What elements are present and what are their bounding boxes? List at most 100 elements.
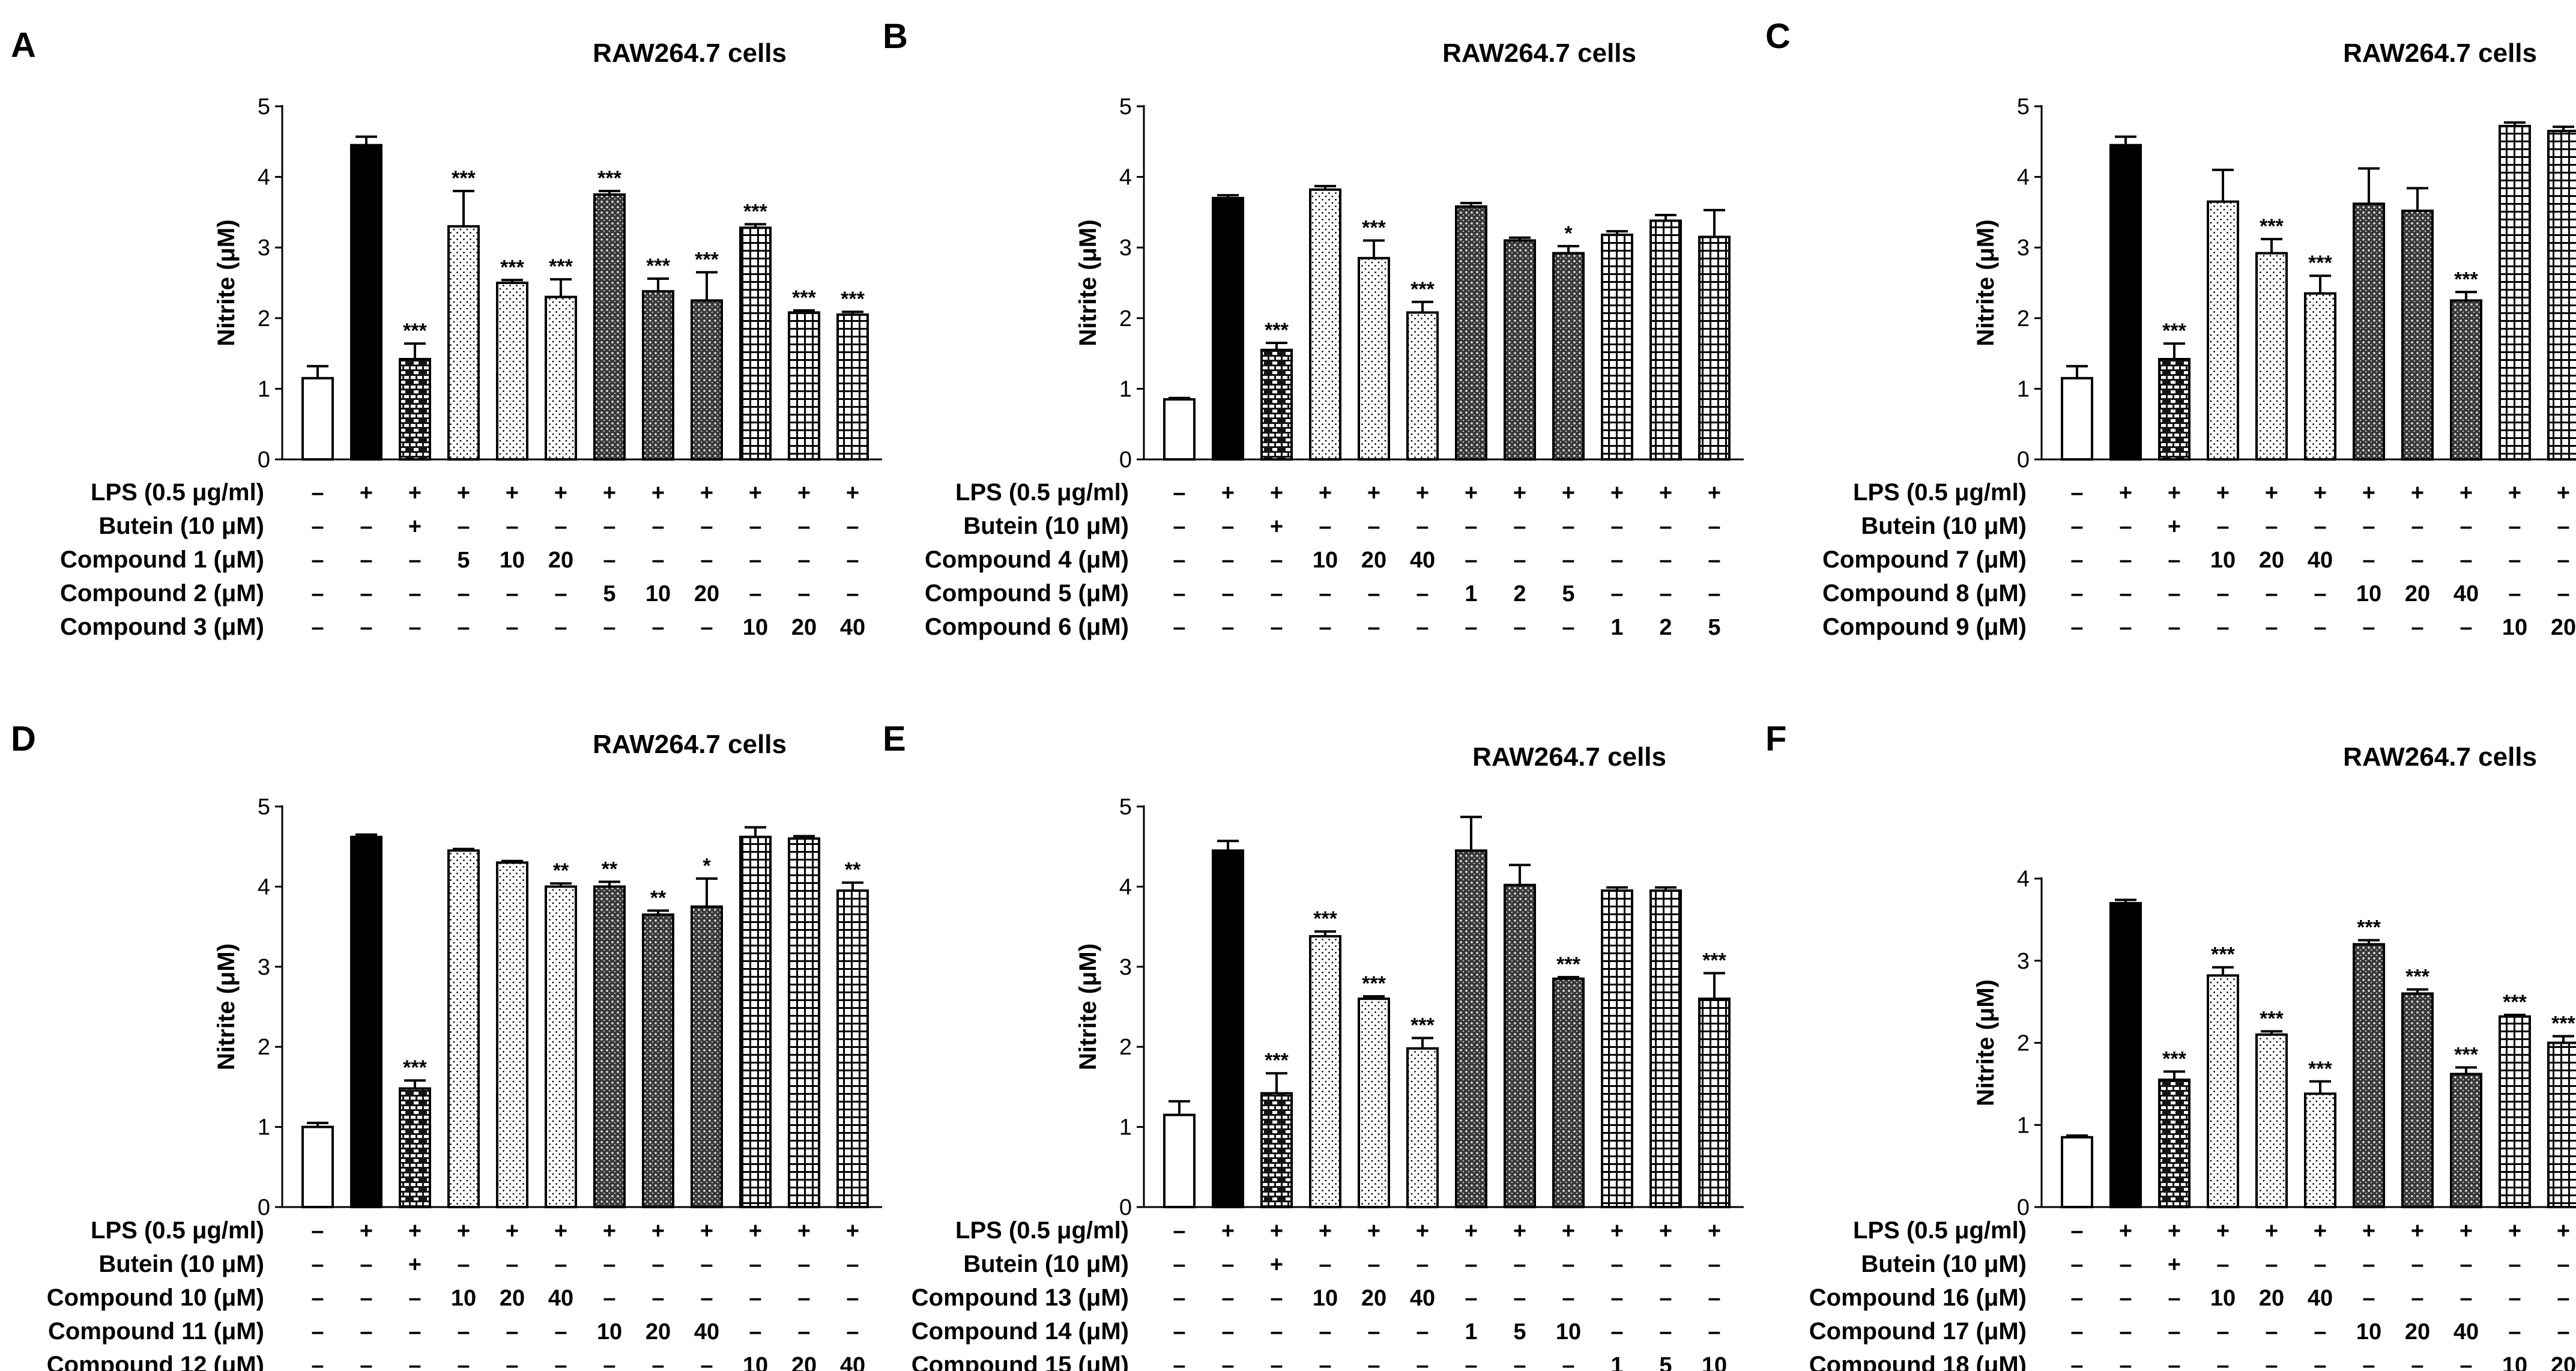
treatment-cell: – (1173, 615, 1185, 640)
y-tick-label: 2 (2017, 1031, 2030, 1056)
treatment-cell: + (1416, 1218, 1429, 1244)
y-tick-label: 3 (2017, 235, 2030, 261)
treatment-cell: – (2557, 548, 2569, 573)
treatment-cell: + (2557, 480, 2570, 506)
treatment-cell: 20 (2551, 1353, 2576, 1371)
treatment-cell: – (1465, 1252, 1477, 1277)
treatment-cell: – (2070, 514, 2083, 539)
treatment-cell: 20 (2405, 581, 2430, 607)
treatment-cell: – (2362, 514, 2375, 539)
treatment-row-label: Compound 3 (μM) (60, 614, 264, 640)
significance-marker: *** (2454, 268, 2478, 291)
bar (301, 1125, 334, 1208)
treatment-row-label: LPS (0.5 μg/ml) (1853, 479, 2027, 506)
treatment-cell: – (797, 581, 810, 607)
treatment-cell: – (1319, 514, 1331, 539)
treatment-cell: + (2168, 1252, 2181, 1277)
treatment-cell: – (2460, 514, 2472, 539)
treatment-cell: – (408, 581, 421, 607)
treatment-cell: – (2411, 1286, 2423, 1311)
treatment-cell: + (603, 480, 616, 506)
bar (1260, 1092, 1293, 1209)
treatment-cell: + (2314, 1218, 2327, 1244)
treatment-cell: – (1416, 514, 1429, 539)
panel-title: RAW264.7 cells (1442, 38, 1636, 68)
bar (2158, 1079, 2191, 1208)
bar (496, 861, 528, 1208)
y-axis-label: Nitrite (μM) (1075, 219, 1101, 346)
treatment-cell: + (1221, 1218, 1235, 1244)
treatment-cell: 40 (2308, 1286, 2333, 1311)
treatment-cell: – (1562, 615, 1574, 640)
treatment-cell: 20 (548, 548, 573, 573)
y-tick-label: 0 (2017, 447, 2030, 473)
y-tick-label: 0 (258, 1195, 270, 1220)
bar (1601, 889, 1633, 1208)
significance-marker: ** (553, 859, 569, 882)
treatment-cell: – (2119, 1319, 2132, 1345)
treatment-cell: – (1610, 548, 1623, 573)
treatment-cell: 10 (597, 1319, 622, 1345)
treatment-row-label: Compound 12 (μM) (47, 1352, 264, 1371)
treatment-cell: + (1319, 480, 1332, 506)
bar (2401, 992, 2434, 1208)
bar (691, 299, 723, 461)
treatment-cell: + (797, 480, 811, 506)
treatment-cell: – (603, 514, 615, 539)
treatment-cell: – (1513, 1353, 1526, 1371)
treatment-cell: + (408, 1218, 422, 1244)
treatment-cell: – (2411, 1353, 2423, 1371)
treatment-cell: – (2508, 1319, 2521, 1345)
treatment-cell: + (457, 1218, 470, 1244)
treatment-cell: – (360, 1252, 372, 1277)
treatment-cell: – (457, 1252, 470, 1277)
y-tick-label: 3 (258, 955, 270, 980)
bar (593, 193, 626, 461)
treatment-cell: – (2314, 1252, 2326, 1277)
treatment-cell: – (1416, 1252, 1429, 1277)
treatment-cell: + (457, 480, 470, 506)
treatment-cell: – (2265, 1319, 2278, 1345)
panel-letter: C (1765, 17, 1791, 56)
treatment-cell: + (2119, 1218, 2132, 1244)
y-tick-label: 0 (1119, 1195, 1132, 1220)
treatment-cell: – (2119, 1353, 2132, 1371)
treatment-cell: – (2216, 1319, 2229, 1345)
treatment-cell: – (2314, 581, 2326, 607)
treatment-cell: – (2070, 1286, 2083, 1311)
treatment-cell: – (749, 1319, 761, 1345)
panel-a: A RAW264.7 cells 0 1 2 3 4 5 Nitrite (μM) *** *** *… (11, 26, 882, 640)
treatment-cell: 2 (1513, 581, 1526, 607)
treatment-cell: – (2460, 1286, 2472, 1311)
treatment-cell: – (2508, 548, 2521, 573)
significance-marker: *** (403, 1056, 427, 1079)
treatment-cell: – (1562, 1353, 1574, 1371)
treatment-cell: + (1221, 480, 1235, 506)
treatment-row-label: Butein (10 μM) (98, 513, 264, 539)
significance-marker: * (703, 855, 711, 877)
treatment-cell: 20 (1361, 548, 1386, 573)
treatment-cell: – (749, 581, 761, 607)
bar (1455, 849, 1487, 1208)
treatment-cell: + (1708, 480, 1721, 506)
treatment-row-label: Compound 4 (μM) (925, 546, 1129, 573)
treatment-cell: – (652, 548, 664, 573)
treatment-cell: 10 (2210, 1286, 2236, 1311)
treatment-cell: + (2460, 480, 2473, 506)
bar (1212, 196, 1244, 461)
significance-marker: *** (2308, 252, 2332, 274)
treatment-row-label: Compound 8 (μM) (1822, 580, 2027, 607)
y-tick-label: 1 (1119, 1115, 1132, 1140)
significance-marker: *** (549, 255, 573, 278)
treatment-cell: – (2168, 548, 2180, 573)
significance-marker: *** (1265, 319, 1289, 342)
treatment-cell: – (2265, 1252, 2278, 1277)
treatment-cell: 1 (1610, 1353, 1623, 1371)
treatment-cell: – (554, 1319, 567, 1345)
treatment-cell: – (1173, 480, 1185, 506)
bar (2450, 299, 2482, 461)
treatment-cell: 40 (1410, 1286, 1435, 1311)
treatment-cell: – (1659, 1319, 1672, 1345)
treatment-cell: – (1270, 548, 1283, 573)
treatment-cell: – (1513, 1252, 1526, 1277)
